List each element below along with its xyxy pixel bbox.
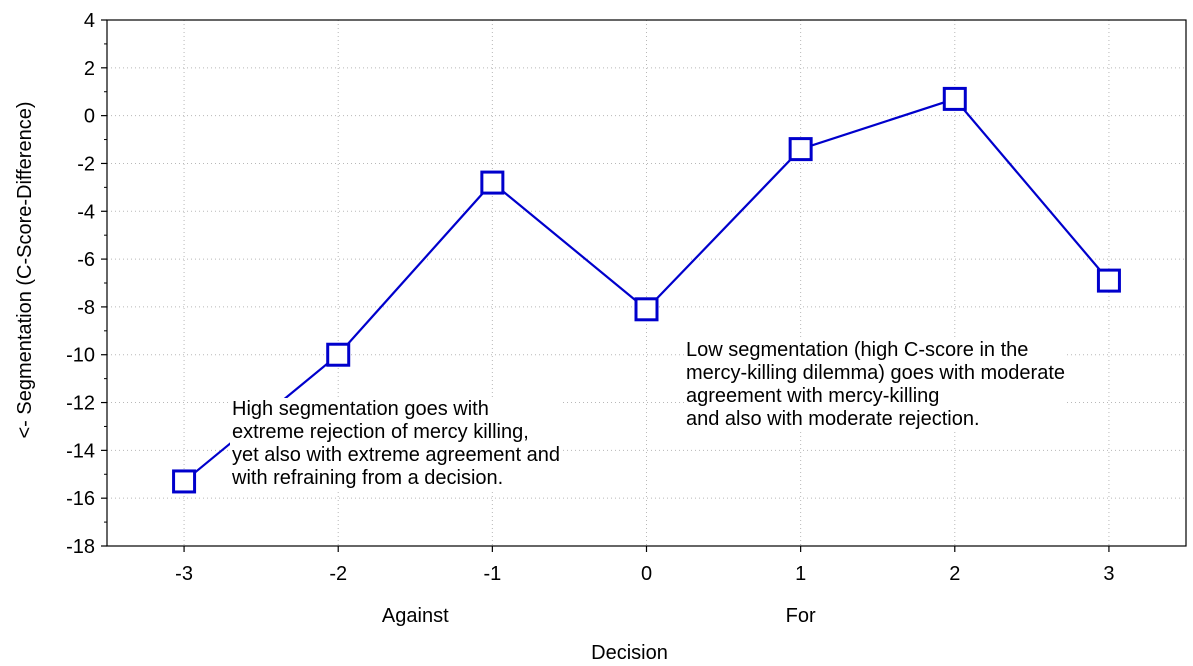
y-tick-label: -6	[77, 249, 95, 271]
y-tick-label: -4	[77, 201, 95, 223]
x-tick-label: 1	[795, 563, 806, 585]
annotation-line: Low segmentation (high C-score in the	[686, 339, 1065, 362]
data-point-marker	[328, 344, 349, 365]
y-tick-label: -8	[77, 297, 95, 319]
annotation-line: mercy-killing dilemma) goes with moderat…	[686, 362, 1065, 385]
y-tick-label: -16	[66, 488, 95, 510]
annotation-line: yet also with extreme agreement and	[232, 444, 560, 467]
x-tick-label: 2	[949, 563, 960, 585]
x-group-label: For	[786, 605, 816, 627]
y-tick-label: 4	[84, 10, 95, 32]
y-tick-label: -2	[77, 153, 95, 175]
annotation-line: extreme rejection of mercy killing,	[232, 421, 560, 444]
y-tick-label: -18	[66, 536, 95, 558]
annotation-low-segmentation: Low segmentation (high C-score in the me…	[684, 339, 1067, 431]
data-point-marker	[1098, 270, 1119, 291]
y-tick-label: -12	[66, 393, 95, 415]
x-group-label: Against	[382, 605, 449, 627]
annotation-high-segmentation: High segmentation goes with extreme reje…	[230, 398, 562, 490]
annotation-line: agreement with mercy-killing	[686, 385, 1065, 408]
data-point-marker	[790, 139, 811, 160]
y-tick-label: -14	[66, 440, 95, 462]
x-tick-label: 0	[641, 563, 652, 585]
data-point-marker	[636, 299, 657, 320]
x-tick-label: -2	[329, 563, 347, 585]
x-axis-ticks: -3 -2 -1 0 1 2 3	[175, 546, 1114, 585]
x-tick-label: -1	[483, 563, 501, 585]
y-tick-label: -10	[66, 345, 95, 367]
annotation-line: with refraining from a decision.	[232, 467, 560, 490]
annotation-line: and also with moderate rejection.	[686, 408, 1065, 431]
x-tick-label: -3	[175, 563, 193, 585]
y-tick-label: 0	[84, 106, 95, 128]
x-axis-label: Decision	[591, 642, 668, 664]
annotation-line: High segmentation goes with	[232, 398, 560, 421]
y-axis-ticks: 4 2 0 -2 -4 -6 -8 -10 -12 -14 -16 -18	[66, 10, 107, 558]
x-group-labels: Against For	[382, 605, 816, 627]
data-point-marker	[482, 172, 503, 193]
data-point-marker	[174, 471, 195, 492]
x-tick-label: 3	[1103, 563, 1114, 585]
data-point-marker	[944, 88, 965, 109]
y-axis-label: <- Segmentation (C-Score-Difference)	[14, 102, 36, 439]
y-tick-label: 2	[84, 58, 95, 80]
